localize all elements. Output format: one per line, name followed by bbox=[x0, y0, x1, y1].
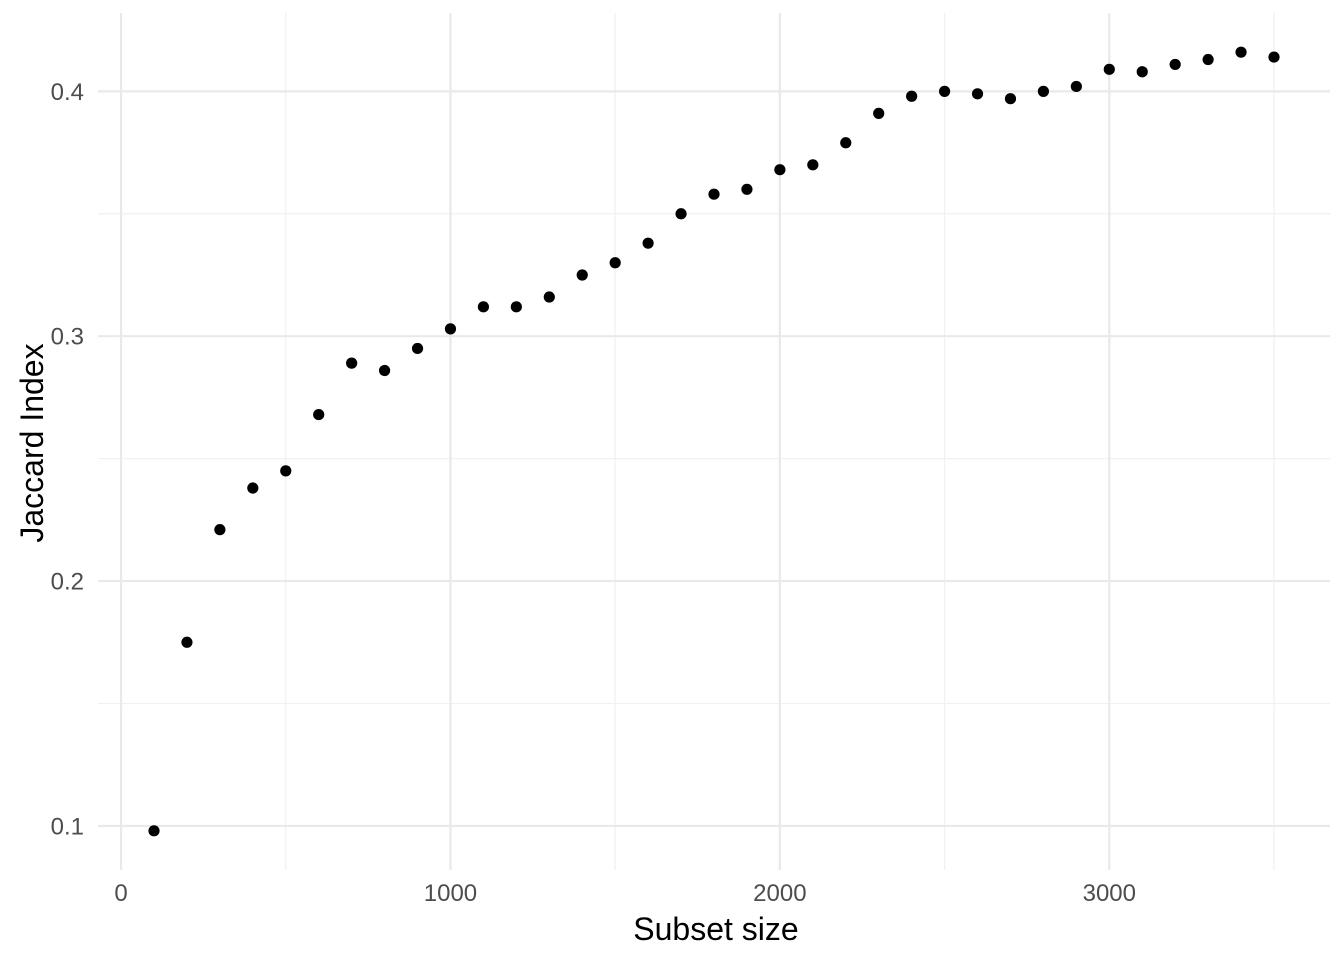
y-tick-label: 0.4 bbox=[51, 79, 84, 106]
data-point bbox=[1070, 80, 1082, 93]
data-point bbox=[411, 342, 424, 355]
data-point bbox=[807, 159, 819, 171]
data-point bbox=[741, 183, 753, 195]
plot-area: 0 1000 2000 3000 0.1 0.2 0.3 0.4 bbox=[51, 13, 1330, 907]
y-tick-label: 0.3 bbox=[51, 324, 84, 351]
data-point bbox=[214, 524, 226, 536]
data-point bbox=[378, 364, 391, 377]
data-point bbox=[675, 208, 687, 220]
data-point bbox=[1103, 63, 1115, 75]
data-point bbox=[971, 88, 984, 100]
data-point bbox=[708, 188, 720, 200]
x-tick-label: 3000 bbox=[1083, 880, 1136, 907]
data-point bbox=[774, 164, 786, 176]
data-point bbox=[1169, 58, 1181, 71]
data-point bbox=[181, 636, 193, 648]
y-tick-label: 0.2 bbox=[51, 569, 84, 596]
data-point bbox=[444, 323, 457, 335]
data-point bbox=[543, 291, 555, 303]
y-axis-title: Jaccard Index bbox=[14, 343, 50, 542]
data-point bbox=[148, 825, 160, 837]
data-point bbox=[609, 257, 621, 269]
data-point bbox=[280, 465, 292, 477]
data-point bbox=[1202, 53, 1214, 66]
data-point bbox=[510, 301, 522, 313]
data-point bbox=[346, 357, 358, 369]
x-tick-label: 2000 bbox=[753, 880, 806, 907]
data-point bbox=[906, 90, 918, 102]
x-tick-label: 1000 bbox=[424, 880, 477, 907]
data-point bbox=[840, 137, 852, 149]
x-tick-label: 0 bbox=[114, 880, 127, 907]
data-point bbox=[247, 482, 259, 494]
data-point bbox=[1004, 93, 1017, 105]
data-point bbox=[873, 107, 885, 119]
data-point bbox=[477, 301, 490, 313]
data-point bbox=[1037, 85, 1050, 97]
data-point bbox=[938, 85, 951, 97]
data-point bbox=[1268, 51, 1280, 63]
x-axis-title: Subset size bbox=[633, 911, 798, 947]
data-point bbox=[1235, 46, 1247, 58]
data-point bbox=[576, 269, 588, 281]
data-point bbox=[642, 237, 654, 249]
y-tick-label: 0.1 bbox=[51, 813, 84, 840]
data-point bbox=[313, 408, 325, 421]
data-point bbox=[1136, 66, 1148, 78]
